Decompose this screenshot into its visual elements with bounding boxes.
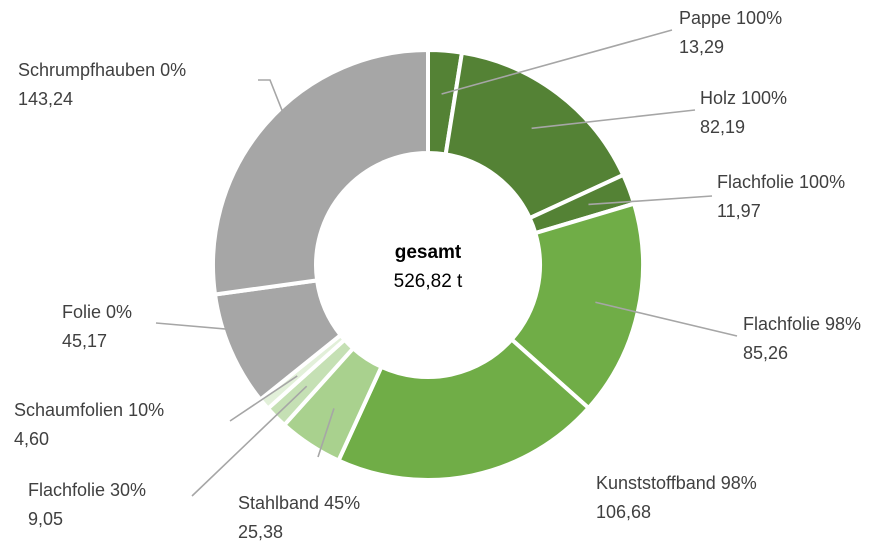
leader-line-2 [588, 195, 713, 206]
slice-value-8: 45,17 [62, 331, 107, 351]
slice-value-5: 25,38 [238, 522, 283, 542]
slice-label-7: Schaumfolien 10% [14, 400, 164, 420]
leader-line-0 [441, 29, 673, 95]
center-title: gesamt [395, 242, 462, 263]
leader-line-7 [229, 375, 298, 422]
slice-label-2: Flachfolie 100% [717, 172, 845, 192]
slice-label-9: Schrumpfhauben 0% [18, 60, 186, 80]
slice-value-9: 143,24 [18, 89, 73, 109]
slice-label-8: Folie 0% [62, 302, 132, 322]
slice-3 [508, 201, 645, 411]
slice-labels: Pappe 100% 13,29 Holz 100% 82,19 Flachfolie … [14, 8, 861, 542]
slice-value-1: 82,19 [700, 117, 745, 137]
donut-slices [211, 47, 645, 482]
slice-1 [443, 50, 626, 221]
leader-line-3 [595, 301, 738, 337]
slice-label-6: Flachfolie 30% [28, 480, 146, 500]
slice-label-3: Flachfolie 98% [743, 314, 861, 334]
leader-line-8 [155, 322, 271, 334]
leader-line-9 [258, 79, 300, 153]
slice-label-0: Pappe 100% [679, 8, 782, 28]
slice-value-6: 9,05 [28, 509, 63, 529]
slice-label-4: Kunststoffband 98% [596, 473, 757, 493]
slice-value-3: 85,26 [743, 343, 788, 363]
slice-4 [335, 336, 592, 482]
slice-label-1: Holz 100% [700, 88, 787, 108]
leader-line-1 [531, 109, 696, 130]
slice-9 [211, 47, 430, 297]
slice-value-0: 13,29 [679, 37, 724, 57]
leader-line-6 [191, 385, 308, 497]
slice-value-4: 106,68 [596, 502, 651, 522]
slice-value-2: 11,97 [717, 201, 761, 221]
slice-value-7: 4,60 [14, 429, 49, 449]
leader-lines [155, 29, 738, 497]
slice-label-5: Stahlband 45% [238, 493, 360, 513]
leader-line-5 [317, 408, 335, 458]
center-total: 526,82 t [394, 271, 463, 292]
